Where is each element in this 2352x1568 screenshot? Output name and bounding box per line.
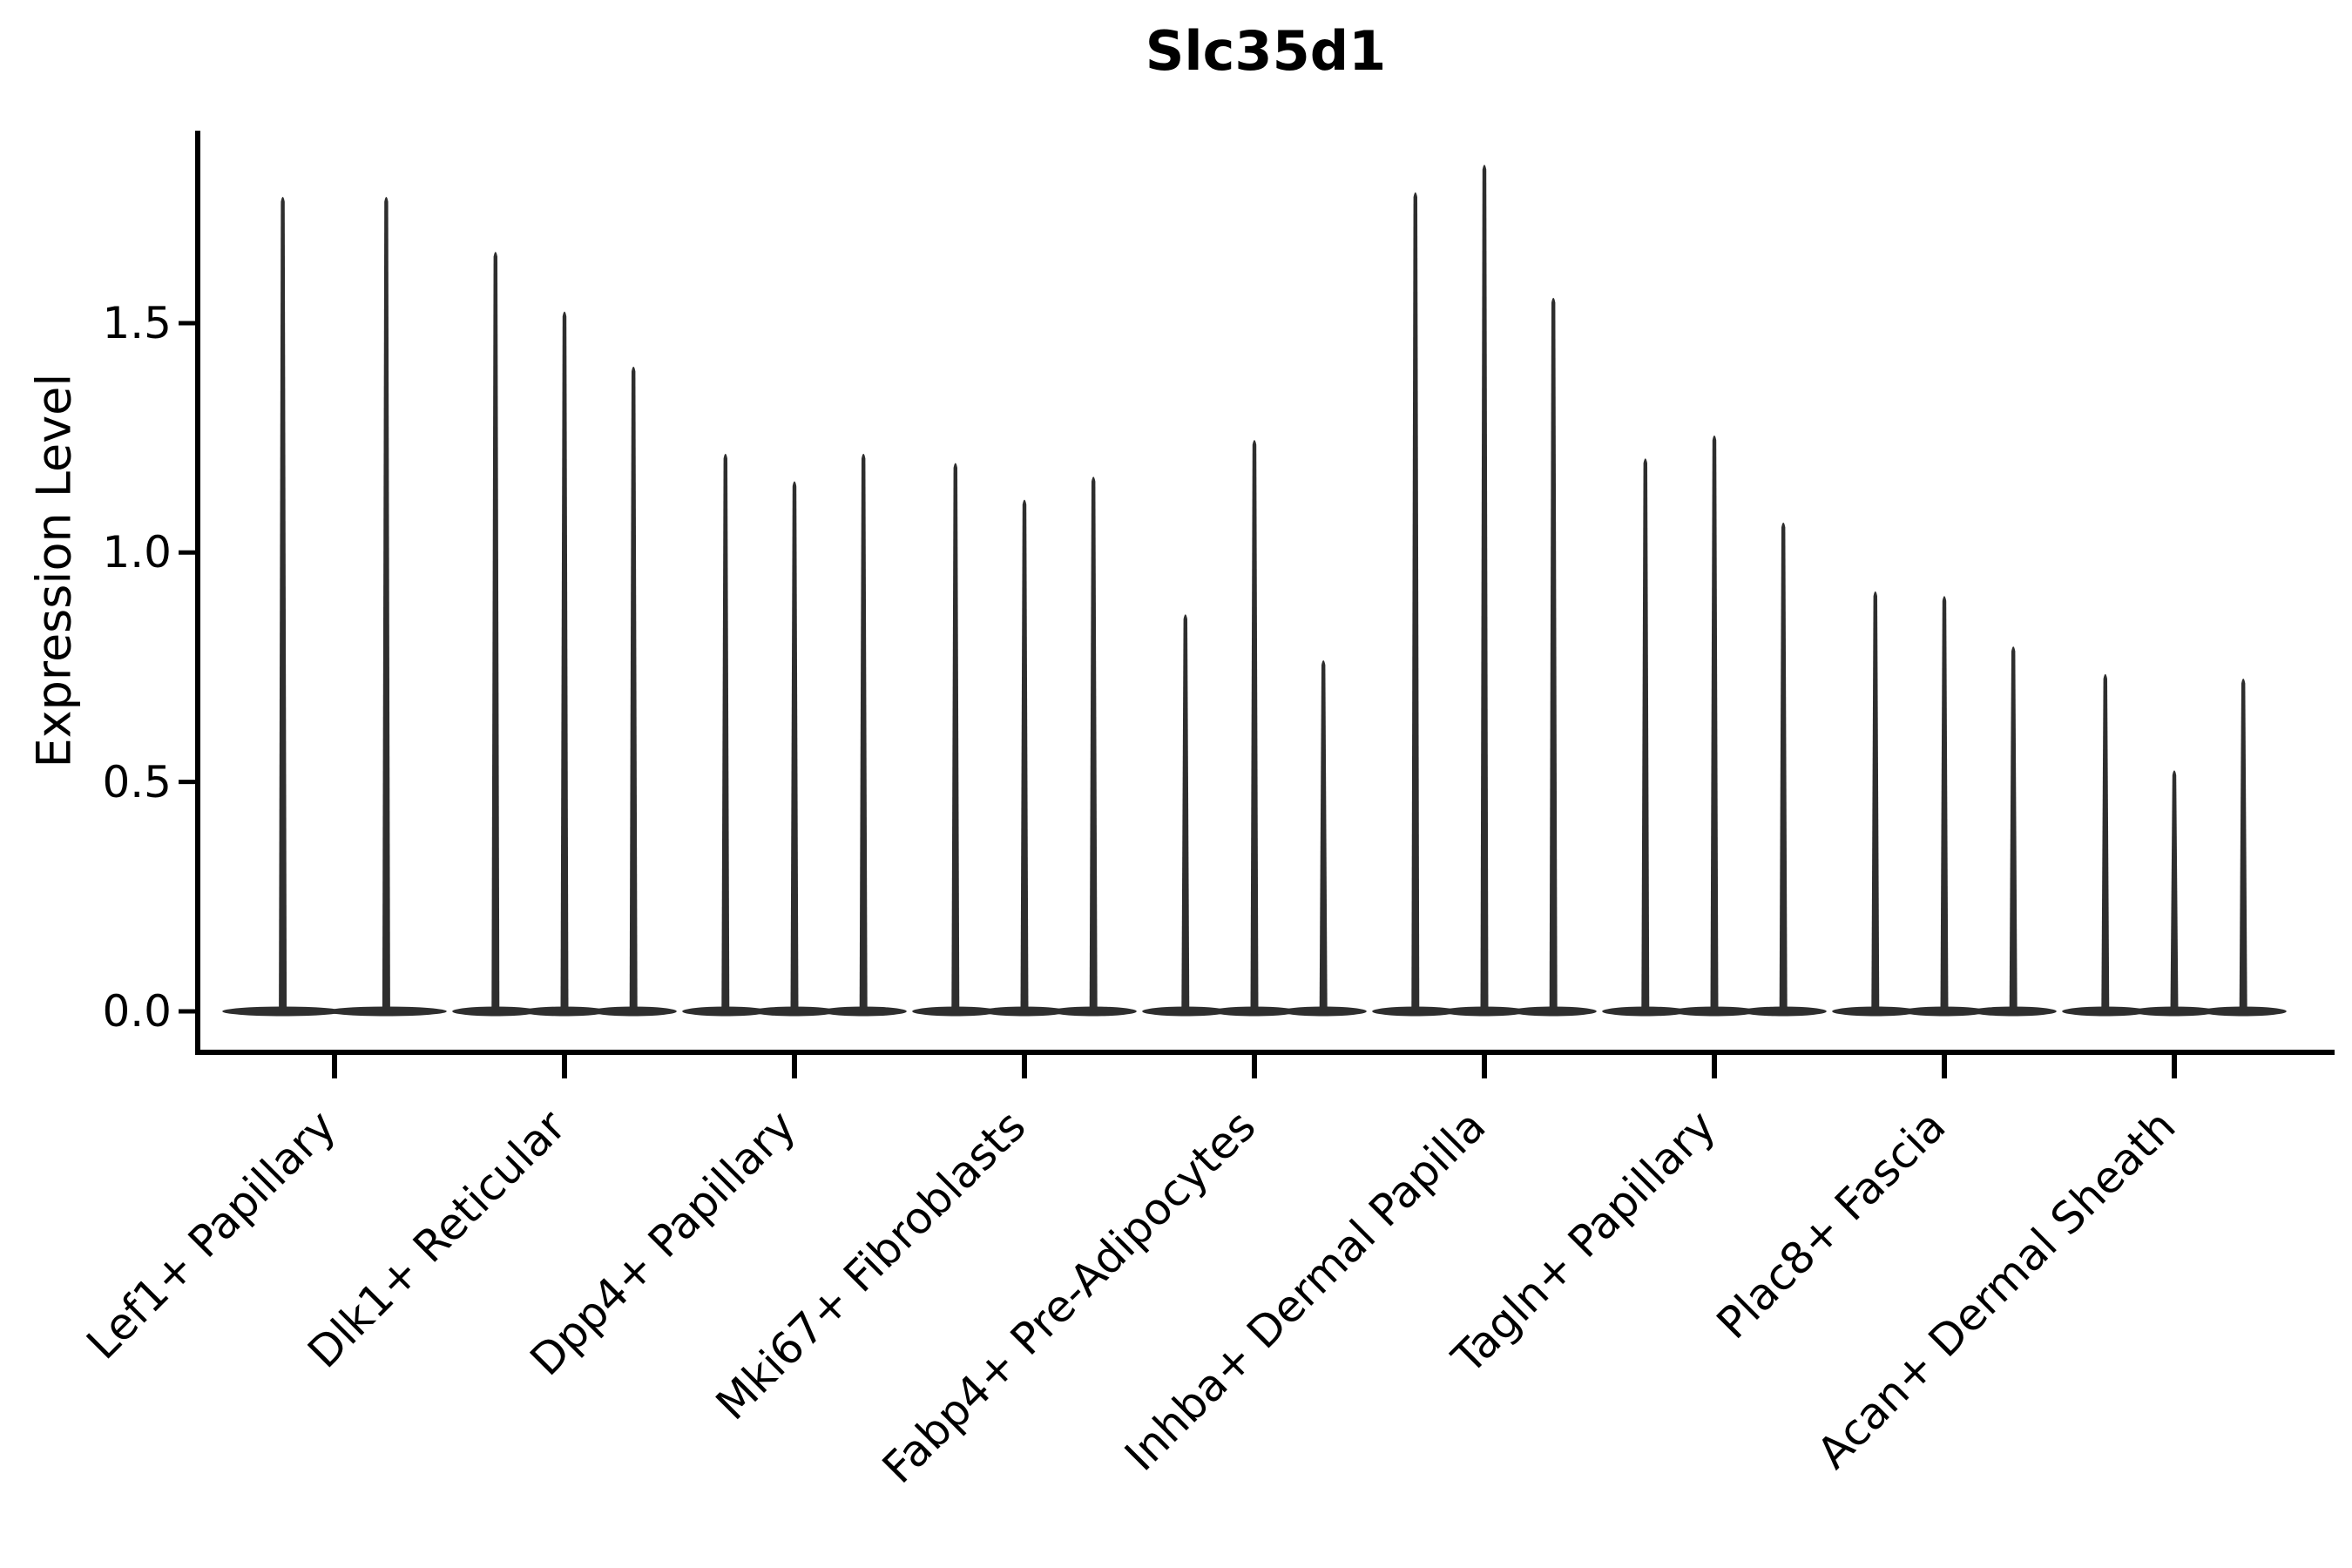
- violin-spike: [1480, 165, 1489, 1012]
- violin-spike: [1940, 596, 1949, 1011]
- y-tick-label: 0.5: [102, 756, 172, 808]
- violin-spike: [790, 481, 799, 1011]
- y-tick-label: 1.5: [102, 297, 172, 348]
- y-tick-label: 0.0: [102, 986, 172, 1037]
- violin-spike: [1089, 476, 1098, 1011]
- violin-spike: [1250, 440, 1259, 1011]
- violin-spike: [629, 366, 638, 1011]
- violin-spike: [2101, 673, 2110, 1011]
- violin-spike: [2239, 679, 2247, 1011]
- violin-spike: [2009, 646, 2017, 1011]
- violin-spike: [1549, 297, 1558, 1011]
- violin-spike: [1641, 458, 1650, 1011]
- violin-spike: [560, 311, 569, 1011]
- violin-spike: [382, 196, 390, 1011]
- y-tick-label: 1.0: [102, 527, 172, 578]
- violin-spike: [1871, 591, 1880, 1011]
- violin-spike: [1319, 659, 1328, 1011]
- chart-title: Slc35d1: [1145, 19, 1387, 83]
- violin-spike: [1020, 499, 1029, 1011]
- violin-spike: [1779, 522, 1788, 1011]
- violin-spike: [279, 196, 287, 1011]
- violin-spike: [951, 463, 960, 1011]
- violin-spike: [1710, 435, 1719, 1011]
- violin-spike: [1411, 192, 1420, 1011]
- violin-spike: [1181, 614, 1190, 1011]
- violin-spike: [859, 453, 868, 1011]
- violin-spike: [491, 252, 500, 1012]
- violin-spike: [721, 453, 730, 1011]
- violin-spike: [2170, 770, 2179, 1011]
